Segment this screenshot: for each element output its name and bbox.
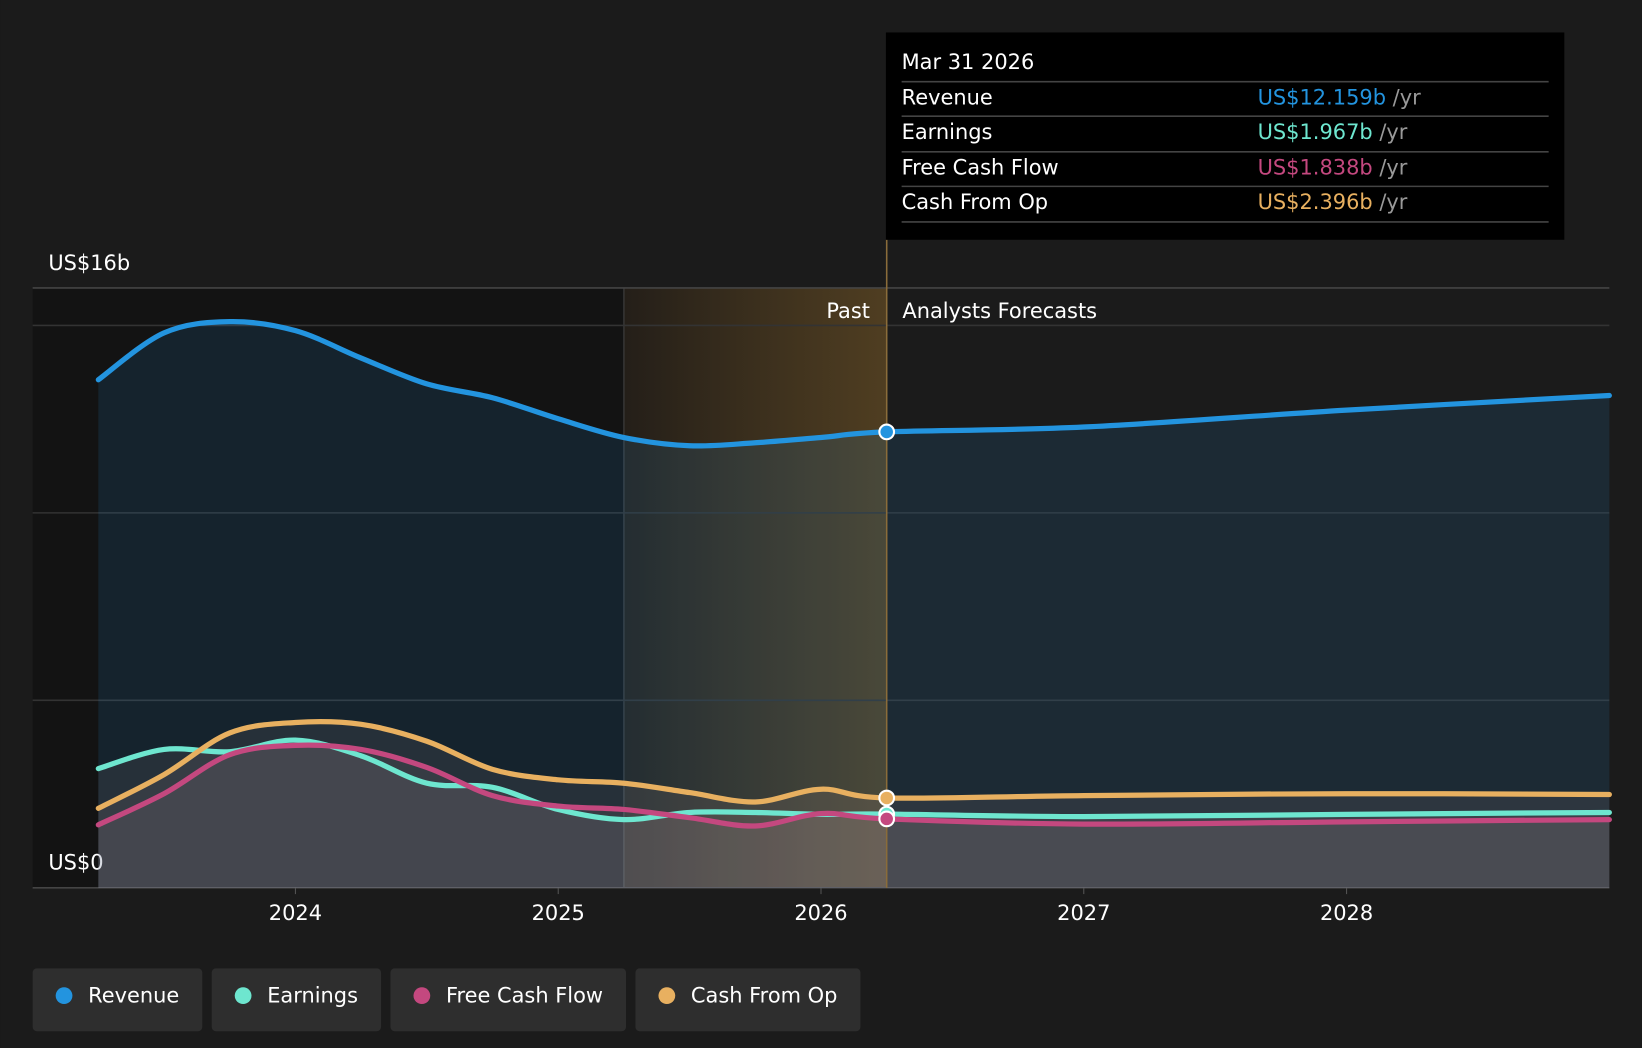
legend-label: Earnings: [267, 984, 358, 1008]
area: [98, 721, 1610, 888]
legend-label: Cash From Op: [691, 984, 837, 1008]
tooltip-unit: /yr: [1393, 85, 1421, 109]
x-tick-label: 2026: [794, 901, 847, 925]
tooltip-amount: US$1.838b: [1258, 156, 1373, 180]
legend-item[interactable]: Revenue: [32, 968, 203, 1032]
y-tick-label: US$16b: [48, 251, 130, 275]
legend-background: [390, 968, 627, 1032]
line: [95, 319, 1612, 449]
line: [95, 737, 1612, 823]
tooltip-unit: /yr: [1379, 156, 1407, 180]
tooltip-value: US$2.396b /yr: [1258, 190, 1408, 214]
x-tick-label: 2025: [532, 901, 585, 925]
area: [98, 321, 1610, 888]
legend-label: Free Cash Flow: [446, 984, 603, 1008]
area: [98, 740, 1610, 888]
tooltip-amount: US$12.159b: [1258, 85, 1386, 109]
highlight-point: [878, 810, 896, 828]
legend-background: [635, 968, 861, 1032]
legend-marker: [55, 987, 73, 1005]
legend-label: Revenue: [88, 984, 179, 1008]
past-label: Past: [826, 299, 870, 323]
x-tick-label: 2027: [1057, 901, 1110, 925]
tooltip-amount: US$1.967b: [1258, 120, 1373, 144]
x-tick-label: 2028: [1320, 901, 1373, 925]
tooltip-amount: US$2.396b: [1258, 190, 1373, 214]
legend-item[interactable]: Free Cash Flow: [390, 968, 627, 1032]
tooltip-label: Earnings: [902, 120, 993, 144]
tooltip-value: US$1.838b /yr: [1258, 156, 1408, 180]
tooltip: [885, 32, 1565, 240]
legend-item[interactable]: Earnings: [211, 968, 382, 1032]
highlight-point: [878, 789, 896, 807]
highlight-point: [878, 423, 896, 441]
legend-marker: [234, 987, 252, 1005]
legend-marker: [413, 987, 431, 1005]
legend-background: [211, 968, 382, 1032]
legend-marker: [658, 987, 676, 1005]
tooltip-value: US$12.159b /yr: [1258, 85, 1421, 109]
tooltip-title: Mar 31 2026: [902, 50, 1035, 74]
legend-background: [32, 968, 203, 1032]
forecast-label: Analysts Forecasts: [902, 299, 1097, 323]
line: [95, 719, 1612, 811]
y-tick-label: US$0: [48, 851, 103, 875]
line: [95, 742, 1612, 829]
past-region: [32, 287, 624, 888]
x-tick-label: 2024: [269, 901, 322, 925]
tooltip-value: US$1.967b /yr: [1258, 120, 1408, 144]
tooltip-label: Free Cash Flow: [902, 156, 1059, 180]
tooltip-unit: /yr: [1379, 120, 1407, 144]
tooltip-unit: /yr: [1379, 190, 1407, 214]
legend-item[interactable]: Cash From Op: [635, 968, 861, 1032]
tooltip-label: Revenue: [902, 85, 993, 109]
tooltip-label: Cash From Op: [902, 190, 1048, 214]
